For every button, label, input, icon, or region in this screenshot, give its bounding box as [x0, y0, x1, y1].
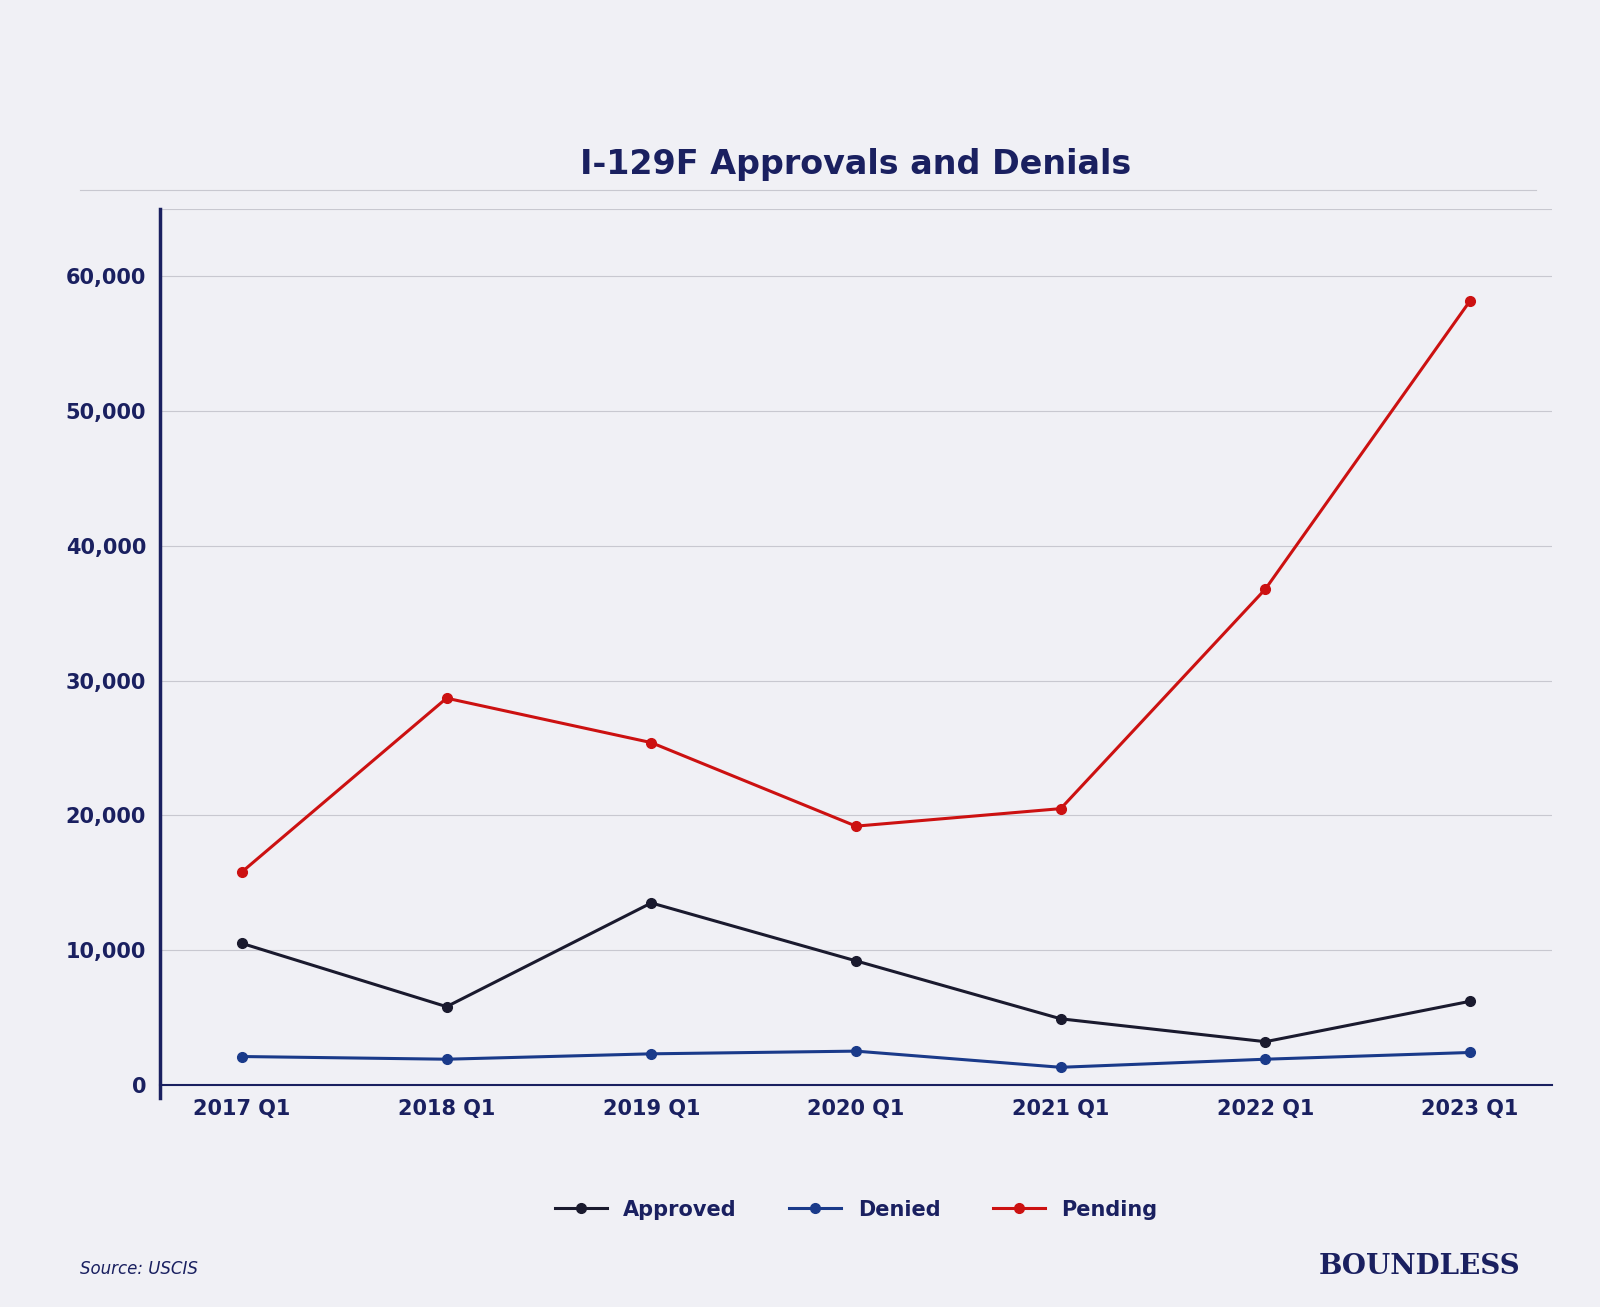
- Line: Denied: Denied: [237, 1047, 1475, 1072]
- Approved: [1461, 993, 1480, 1009]
- Approved: [1051, 1010, 1070, 1026]
- Approved: [846, 953, 866, 968]
- Approved: [437, 999, 456, 1014]
- Approved: [642, 895, 661, 911]
- Approved: [232, 936, 251, 951]
- Pending: [1051, 801, 1070, 817]
- Line: Pending: Pending: [237, 295, 1475, 877]
- Text: Source: USCIS: Source: USCIS: [80, 1260, 198, 1278]
- Text: BOUNDLESS: BOUNDLESS: [1318, 1253, 1520, 1281]
- Title: I-129F Approvals and Denials: I-129F Approvals and Denials: [581, 149, 1131, 182]
- Denied: [642, 1046, 661, 1061]
- Pending: [232, 864, 251, 880]
- Denied: [437, 1051, 456, 1067]
- Denied: [232, 1048, 251, 1064]
- Pending: [437, 690, 456, 706]
- Pending: [1256, 582, 1275, 597]
- Pending: [1461, 293, 1480, 308]
- Line: Approved: Approved: [237, 898, 1475, 1047]
- Denied: [1256, 1051, 1275, 1067]
- Denied: [846, 1043, 866, 1059]
- Legend: Approved, Denied, Pending: Approved, Denied, Pending: [546, 1192, 1166, 1229]
- Pending: [846, 818, 866, 834]
- Pending: [642, 735, 661, 750]
- Approved: [1256, 1034, 1275, 1050]
- Denied: [1051, 1060, 1070, 1076]
- Denied: [1461, 1044, 1480, 1060]
